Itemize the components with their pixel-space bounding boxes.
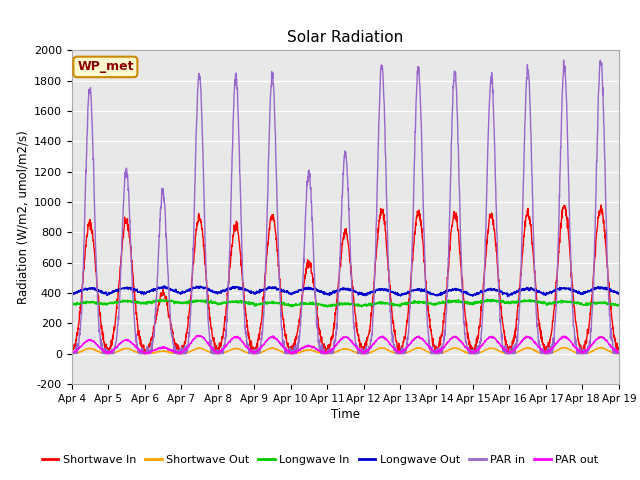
Legend: Shortwave In, Shortwave Out, Longwave In, Longwave Out, PAR in, PAR out: Shortwave In, Shortwave Out, Longwave In… xyxy=(37,451,603,469)
Text: WP_met: WP_met xyxy=(77,60,134,73)
X-axis label: Time: Time xyxy=(331,408,360,421)
Title: Solar Radiation: Solar Radiation xyxy=(287,30,403,45)
Y-axis label: Radiation (W/m2, umol/m2/s): Radiation (W/m2, umol/m2/s) xyxy=(17,131,29,304)
